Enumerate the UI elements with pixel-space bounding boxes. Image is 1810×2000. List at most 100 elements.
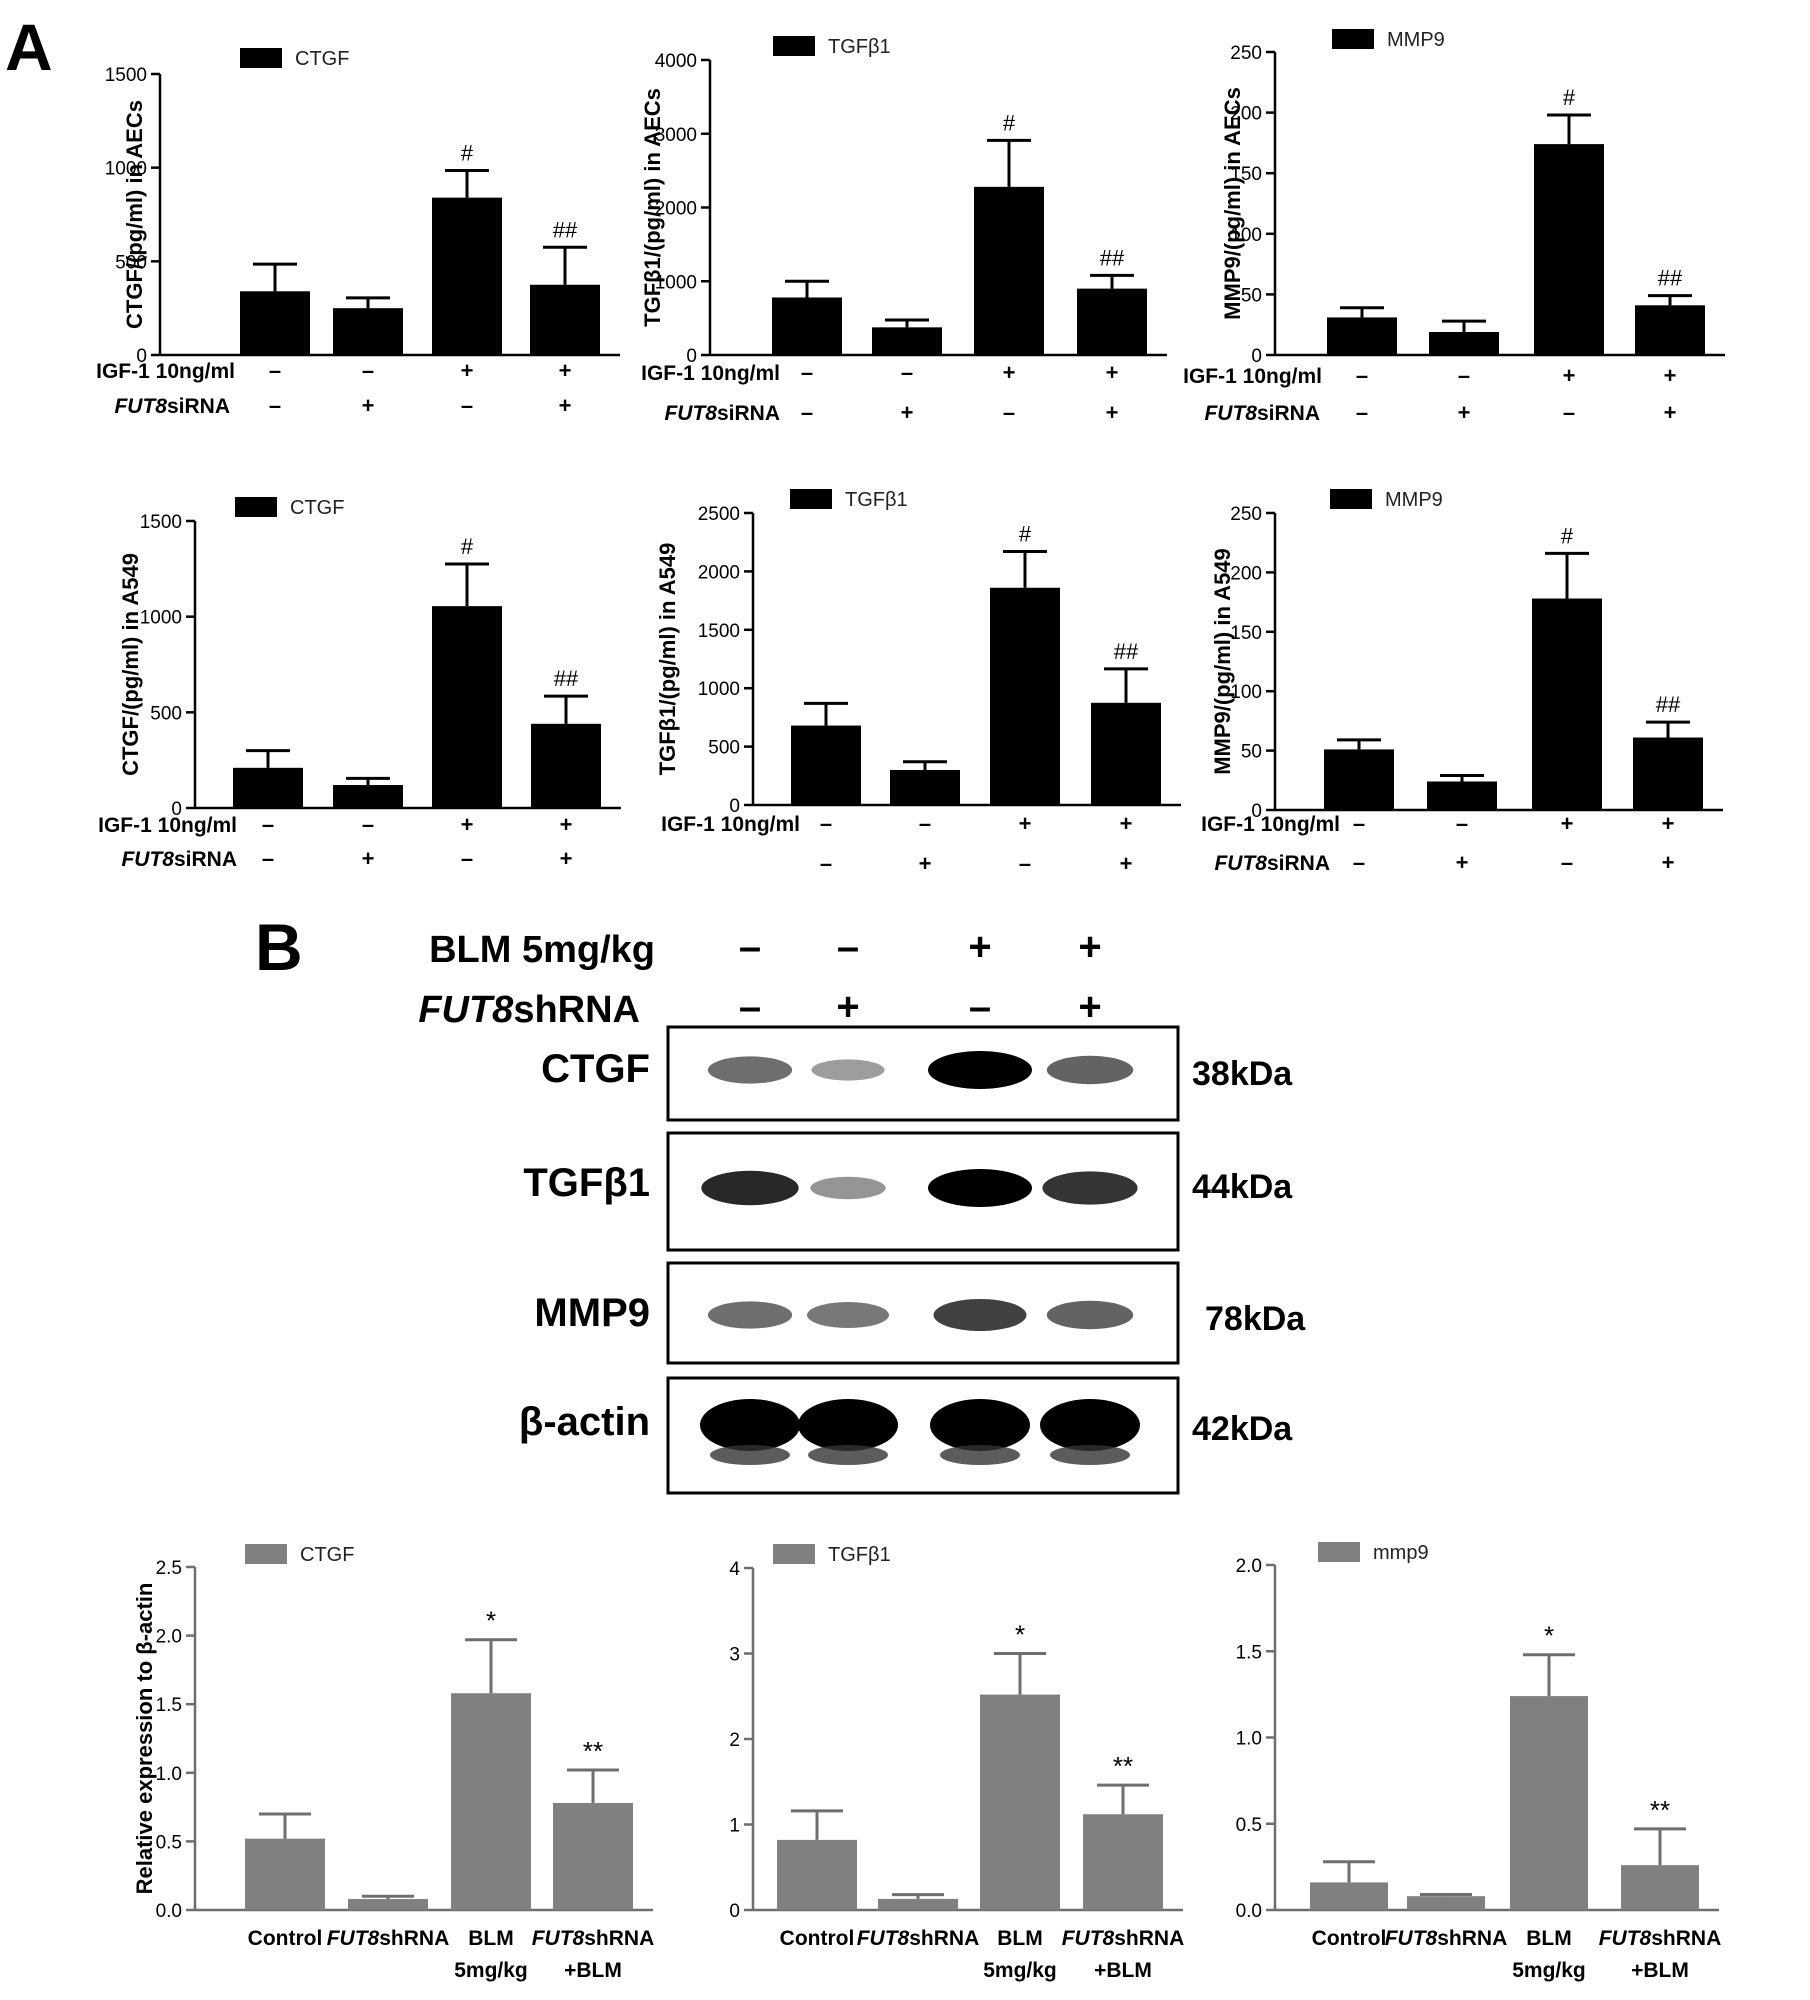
treatment2-sign: – [461, 393, 473, 418]
blot-band-lower [808, 1445, 888, 1465]
y-tick-label: 2.5 [156, 1558, 182, 1579]
treatment2-sign: + [1662, 850, 1675, 875]
bar [432, 197, 502, 355]
bar [333, 308, 403, 355]
significance-mark: * [1544, 1621, 1554, 1651]
gene-name: FUT8 [327, 1927, 380, 1950]
bar [432, 606, 502, 808]
y-tick-label: 2500 [698, 504, 740, 525]
y-tick-label: 0 [171, 799, 182, 820]
protein-label: CTGF [541, 1047, 650, 1091]
treatment2-sign: + [560, 846, 573, 871]
treatment2-sign: + [362, 846, 375, 871]
y-tick-label: 1500 [698, 621, 740, 642]
blot-band [701, 1170, 799, 1206]
blot-band [1040, 1399, 1140, 1451]
treatment1-label: IGF-1 10ng/ml [1201, 813, 1340, 836]
legend-swatch [1330, 489, 1372, 509]
y-tick-label: 2000 [698, 562, 740, 583]
significance-mark: ## [553, 217, 578, 242]
category-line2: 5mg/kg [983, 1959, 1057, 1982]
protein-label: TGFβ1 [523, 1161, 650, 1205]
category-label: BLM [1526, 1927, 1572, 1950]
category-line2: +BLM [1094, 1959, 1152, 1982]
legend-swatch [773, 36, 815, 56]
treatment1-label: IGF-1 10ng/ml [661, 813, 800, 836]
category-line1: shRNA [379, 1927, 449, 1950]
treatment1-sign: + [461, 812, 474, 837]
chart-a549_mmp9: 0 50 100 150 200 250 MMP9/(pg/ml) in A549 MMP9 #… [1201, 489, 1723, 875]
treatment1-sign: – [262, 812, 274, 837]
treatment1-sign: – [1458, 363, 1470, 388]
treatment2-sign: + [901, 400, 914, 425]
treatment1-sign: + [1664, 363, 1677, 388]
significance-mark: * [1015, 1620, 1025, 1650]
significance-mark: ** [1650, 1795, 1670, 1825]
bar [1310, 1882, 1388, 1910]
blot-band [928, 1169, 1032, 1207]
y-axis-title: TGFβ1/(pg/ml) in AECs [640, 88, 665, 327]
legend-label: MMP9 [1387, 29, 1445, 51]
molecular-weight: 44kDa [1192, 1168, 1293, 1206]
y-tick-label: 0 [136, 346, 147, 367]
blot-band-lower [1050, 1445, 1130, 1465]
blot-band [1046, 1055, 1134, 1085]
category-label: FUT8shRNA [1385, 1927, 1508, 1950]
category-label: Control [1312, 1927, 1387, 1950]
y-tick-label: 500 [708, 738, 740, 759]
blot-row: MMP9 78kDa [534, 1261, 1306, 1365]
bar [240, 291, 310, 355]
category-line1: Control [248, 1927, 323, 1950]
y-tick-label: 0.0 [156, 1901, 182, 1922]
y-tick-label: 2.0 [1236, 1556, 1262, 1577]
y-tick-label: 4 [729, 1559, 740, 1580]
gene-name: FUT8 [121, 848, 174, 871]
treatment2-sign: – [1353, 850, 1365, 875]
blot-band-lower [940, 1445, 1020, 1465]
y-tick-label: 1 [729, 1816, 740, 1837]
y-tick-label: 150 [1230, 623, 1262, 644]
significance-mark: ** [1113, 1751, 1133, 1781]
category-label: FUT8shRNA [327, 1927, 450, 1950]
bar [348, 1899, 428, 1910]
blot-treatment1-label: BLM 5mg/kg [429, 929, 655, 971]
blot-band [930, 1399, 1030, 1451]
legend-label: TGFβ1 [828, 36, 891, 58]
panel-b-label: B [255, 910, 303, 984]
category-label: FUT8shRNA [1062, 1927, 1185, 1950]
blot-treatment2-sign: – [969, 985, 991, 1029]
significance-mark: ## [1658, 266, 1683, 291]
y-tick-label: 2000 [655, 199, 697, 220]
bar [1324, 749, 1394, 810]
category-line1: Control [1312, 1927, 1387, 1950]
significance-mark: * [486, 1606, 496, 1636]
treatment2-label: FUT8siRNA [121, 848, 237, 871]
y-tick-label: 0.5 [156, 1832, 182, 1853]
y-tick-label: 1.0 [156, 1764, 182, 1785]
legend-swatch [773, 1544, 815, 1564]
blot-treatment2-label: FUT8shRNA [418, 989, 640, 1031]
blot-band-lower [710, 1445, 790, 1465]
treatment2-suffix: siRNA [174, 848, 237, 871]
blot-band [700, 1399, 800, 1451]
blot-band [811, 1059, 885, 1081]
blot-band [1046, 1300, 1134, 1330]
legend-swatch [235, 497, 277, 517]
treatment1-label: IGF-1 10ng/ml [96, 360, 235, 383]
y-tick-label: 2 [729, 1730, 740, 1751]
treatment1-sign: + [559, 358, 572, 383]
y-tick-label: 1000 [105, 159, 147, 180]
y-tick-label: 50 [1241, 742, 1262, 763]
treatment2-label: FUT8siRNA [664, 402, 780, 425]
category-line2: +BLM [1631, 1959, 1689, 1982]
y-tick-label: 0 [1251, 346, 1262, 367]
bar [890, 769, 960, 805]
legend-label: mmp9 [1373, 1542, 1429, 1564]
treatment1-sign: – [1456, 811, 1468, 836]
bar [777, 1839, 857, 1910]
y-axis-title: MMP9/(pg/ml) in AECs [1220, 87, 1245, 320]
